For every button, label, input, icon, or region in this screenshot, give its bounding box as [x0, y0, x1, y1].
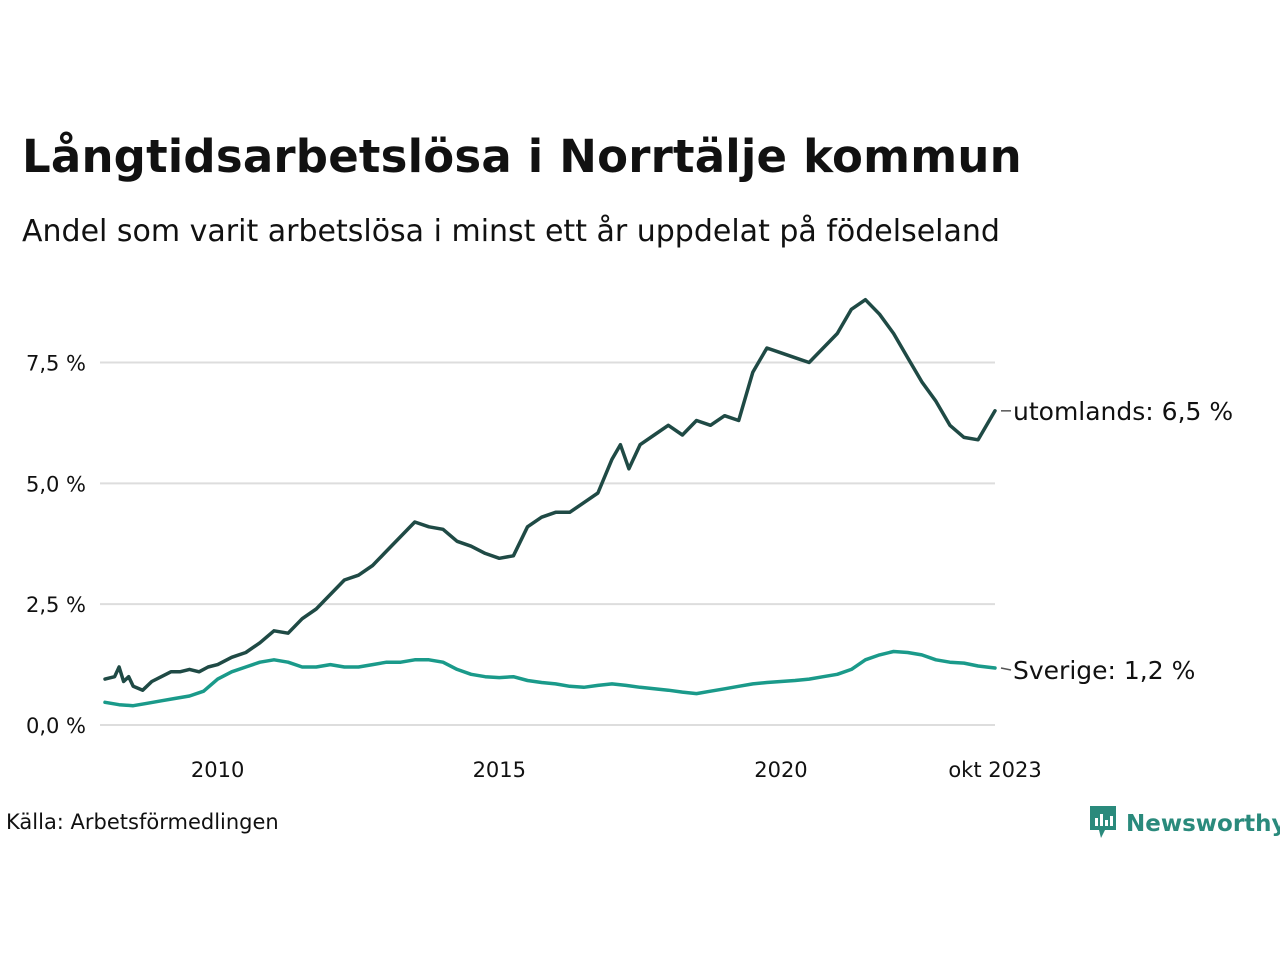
end-label-utomlands: utomlands: 6,5 %: [1013, 397, 1233, 426]
newsworthy-logo-icon: [1088, 804, 1118, 844]
y-tick-label: 0,0 %: [26, 714, 86, 738]
end-label-connector: [1000, 667, 1012, 671]
brand-name: Newsworthy: [1126, 811, 1280, 837]
newsworthy-brand: Newsworthy: [1088, 804, 1280, 844]
x-tick-label: 2015: [473, 758, 526, 782]
x-tick-label: 2010: [191, 758, 244, 782]
series-line-utomlands: [103, 297, 997, 692]
x-tick-label: 2020: [754, 758, 807, 782]
y-axis-ticks: 0,0 % 2,5 % 5,0 % 7,5 %: [26, 352, 86, 739]
end-label-sverige: Sverige: 1,2 %: [1013, 656, 1195, 685]
x-axis-ticks: 2010 2015 2020 okt 2023: [191, 758, 1042, 782]
chart-subtitle: Andel som varit arbetslösa i minst ett å…: [22, 214, 1000, 249]
end-labels: utomlands: 6,5 % Sverige: 1,2 %: [1000, 397, 1233, 685]
y-tick-label: 7,5 %: [26, 352, 86, 376]
line-chart: 0,0 % 2,5 % 5,0 % 7,5 % 2010 2015 2020 okt 202…: [26, 297, 1233, 782]
y-tick-label: 5,0 %: [26, 472, 86, 496]
series-lines: [103, 297, 997, 708]
y-tick-label: 2,5 %: [26, 593, 86, 617]
series-line-sverige: [103, 649, 997, 708]
source-note: Källa: Arbetsförmedlingen: [6, 810, 279, 834]
chart-title: Långtidsarbetslösa i Norrtälje kommun: [22, 130, 1022, 183]
x-tick-label: okt 2023: [948, 758, 1041, 782]
gridlines: [100, 361, 995, 726]
